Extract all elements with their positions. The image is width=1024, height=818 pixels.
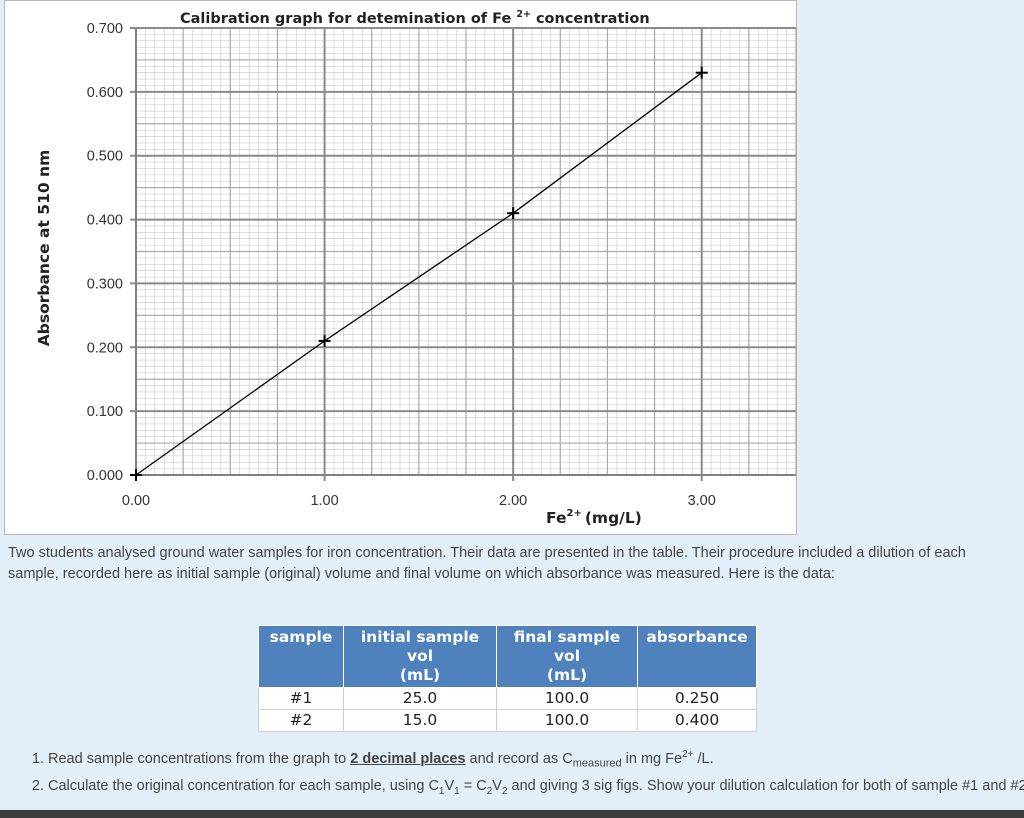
data-point [318,334,331,347]
chart-title-sup: 2+ [516,9,531,20]
y-tick-label: 0.400 [87,213,123,229]
table-row: #2 15.0 100.0 0.400 [258,709,757,732]
y-tick-label: 0.500 [87,149,123,165]
x-tick-label: 3.00 [688,493,716,509]
cell-sample: #1 [258,687,344,710]
question-2: Calculate the original concentration for… [48,775,1024,803]
cell-sample: #2 [258,709,344,732]
cell-absorbance: 0.400 [637,709,757,732]
intro-paragraph: Two students analysed ground water sampl… [8,545,966,582]
cell-absorbance: 0.250 [637,687,757,710]
header-sample: sample [258,625,344,688]
y-tick-label: 0.600 [87,85,123,101]
question-1: Read sample concentrations from the grap… [48,744,1024,775]
chart-title: Calibration graph for detemination of Fe… [180,9,650,27]
x-axis-label-sup: 2+ [566,508,581,519]
header-initial-volume: initial sample vol (mL) [343,625,497,688]
axes [135,28,796,476]
x-axis-label-main: Fe [546,509,566,527]
y-tick-label: 0.700 [87,21,123,37]
cell-final-volume: 100.0 [496,709,638,732]
table-header-row: sample initial sample vol (mL) final samp… [258,625,757,688]
question-list: Read sample concentrations from the grap… [28,744,1024,803]
series-group [130,66,708,481]
y-tick-label: 0.100 [87,404,123,420]
y-tick-label: 0.000 [87,468,123,484]
x-axis-label: Fe2+ (mg/L) [546,508,642,527]
cell-initial-volume: 15.0 [343,709,497,732]
header-absorbance: absorbance [637,625,757,688]
data-table: sample initial sample vol (mL) final samp… [258,625,757,732]
chart-svg: 0.000 0.100 0.200 0.300 0.400 0.500 0.600 0.700… [4,0,797,535]
x-tick-label: 0.00 [122,493,150,509]
y-axis-label: Absorbance at 510 nm [35,150,53,347]
header-final-volume: final sample vol (mL) [496,625,638,688]
y-tick-labels: 0.000 0.100 0.200 0.300 0.400 0.500 0.600 0.700 [87,21,123,484]
y-tick-label: 0.200 [87,340,123,356]
chart-border [4,0,797,535]
chart-title-tail: concentration [531,11,650,27]
cell-final-volume: 100.0 [496,687,638,710]
data-point [695,66,708,79]
data-point [130,469,142,481]
data-point [507,207,520,220]
series-line [135,72,703,476]
y-tick-label: 0.300 [87,276,123,292]
cell-initial-volume: 25.0 [343,687,497,710]
x-tick-labels: 0.00 1.00 2.00 3.00 [122,493,716,509]
table-row: #1 25.0 100.0 0.250 [258,687,757,710]
emphasis-decimal-places: 2 decimal places [350,750,466,767]
x-axis-label-tail: (mg/L) [585,509,642,527]
calibration-chart: 0.000 0.100 0.200 0.300 0.400 0.500 0.600 0.700… [4,0,797,535]
chart-title-main: Calibration graph for detemination of Fe [180,11,511,27]
bottom-strip [0,810,1024,818]
x-tick-label: 2.00 [499,493,527,509]
x-tick-label: 1.00 [310,493,338,509]
